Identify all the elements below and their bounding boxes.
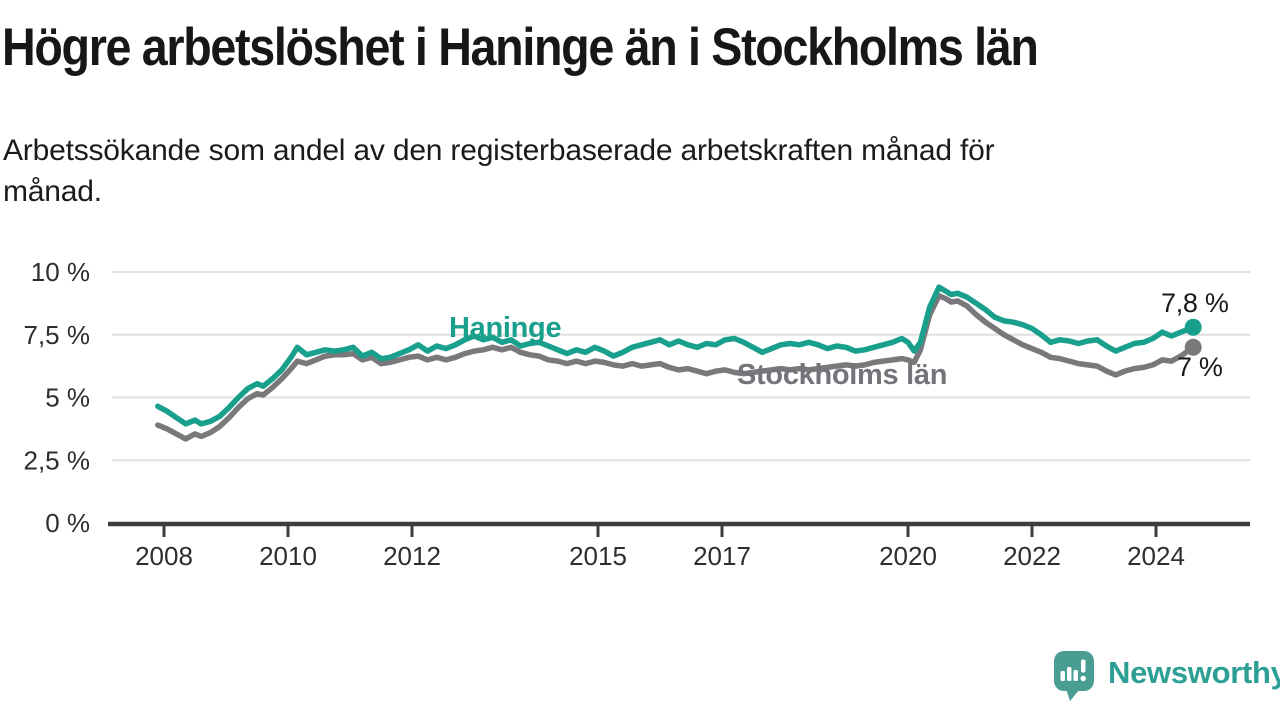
x-axis-tick-label: 2020 [879,541,937,571]
y-axis-tick-label: 10 % [31,257,90,287]
end-dot-stockholms-lan [1184,338,1202,356]
x-axis-tick-label: 2008 [135,541,193,571]
brand-name: Newsworthy [1108,655,1280,690]
newsworthy-logo-icon [1054,651,1094,701]
y-axis-tick-label: 5 % [45,383,90,413]
x-axis-tick-label: 2024 [1127,541,1185,571]
x-axis-tick-label: 2012 [383,541,441,571]
x-axis-tick-label: 2017 [693,541,751,571]
series-line-stockholms-lan [155,293,1196,442]
series-label-stockholms-lan: Stockholms län [737,359,948,391]
logo-exclamation-dot [1080,675,1086,682]
subtitle-line-2: månad. [3,175,102,209]
y-axis-tick-label: 7,5 % [24,320,91,350]
logo-exclamation-bar [1081,659,1086,673]
chart-canvas: 2008 2010 2012 2015 2017 2020 2022 2024 0 % 2,5 %… [24,257,1250,571]
brand-footer: Newsworthy [1053,650,1280,702]
subtitle-line-1: Arbetssökande som andel av den registerb… [3,134,995,167]
page-title: Högre arbetslöshet i Haninge än i Stockh… [2,18,1039,77]
series-label-haninge: Haninge [449,312,562,344]
x-axis-tick-label: 2022 [1003,541,1061,571]
logo-bar-2 [1067,667,1072,681]
series-line-haninge [155,284,1196,427]
end-value-label-stockholms-lan: 7 % [1177,352,1223,382]
y-axis-tick-label: 2,5 % [24,445,91,475]
speech-bubble-tail [1066,689,1080,701]
end-dot-haninge [1184,318,1202,336]
x-axis-tick-label: 2015 [569,541,627,571]
page-subtitle: Arbetssökande som andel av den registerb… [3,130,995,213]
x-axis-tick-label: 2010 [259,541,317,571]
logo-bar-3 [1073,670,1078,681]
y-axis-tick-label: 0 % [45,508,90,538]
end-value-label-haninge: 7,8 % [1161,288,1229,318]
logo-bar-1 [1060,671,1065,681]
